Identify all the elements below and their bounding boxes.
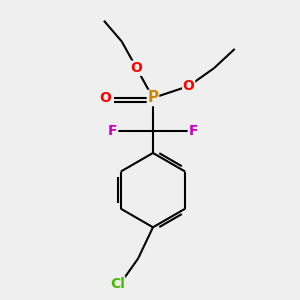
Text: O: O — [100, 91, 111, 105]
Text: F: F — [188, 124, 198, 138]
Text: O: O — [131, 61, 142, 75]
Text: Cl: Cl — [110, 277, 125, 291]
Text: P: P — [147, 91, 158, 106]
Text: F: F — [108, 124, 118, 138]
Text: O: O — [183, 79, 195, 93]
